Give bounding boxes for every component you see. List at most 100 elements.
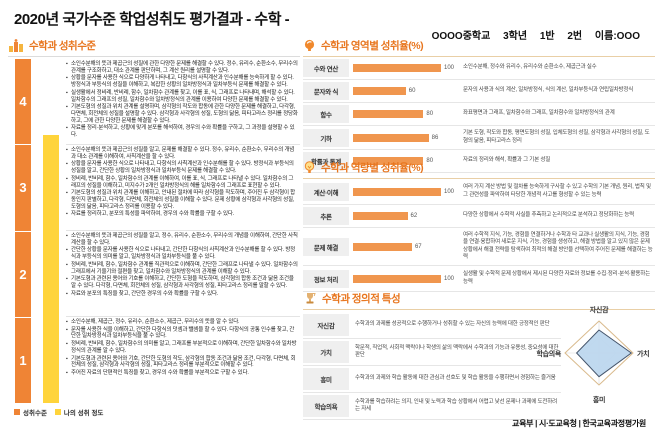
domain-row: 문자와 식 60 문자의 사용과 식의 계산, 일차방정식, 식의 계산, 일차… [303, 80, 655, 103]
level-point: 소인수분해의 뜻과 제곱근의 성질을 알고, 문제를 해결할 수 있다. 정수,… [66, 147, 298, 160]
radar-data-polygon [575, 329, 633, 378]
level-point: 상황을 문자를 사용한 식으로 나타내고, 다항식의 사칙계산과 인수분해를 할… [66, 161, 298, 174]
level-point: 정비례, 반비례, 함수, 일차함수 관계를 직관적으로 이해하며, 간단한 그… [66, 262, 298, 275]
level-point: 자료를 정리하고, 분포의 특성을 파악하여, 경우의 수와 확률을 구할 수 … [66, 211, 298, 218]
bar-value: 67 [414, 243, 422, 250]
bar [353, 187, 441, 196]
affective-row: 학습의욕 수학과를 학습하려는 의지, 인내 및 노력과 학습 상황에서 어렵고… [303, 393, 561, 420]
student-info: OOOO중학교 3학년 1반 2번 이름:OOO [432, 27, 640, 42]
row-description: 문자의 사용과 식의 계산, 일차방정식, 식의 계산, 일차부등식과 연립일차… [463, 87, 634, 94]
student-grade: 3학년 [503, 31, 528, 42]
yellow-swatch-icon [54, 409, 61, 415]
competency-section-title: 수학과 역량별 성취율(%) [321, 162, 424, 174]
level-point: 소인수분해의 뜻과 제곱근의 성질에 관한 다양한 문제를 해결할 수 있다. … [66, 61, 298, 74]
bar [353, 212, 408, 220]
competency-row: 문제 해결 67 여러 수학적 지식, 기능, 경험을 연결하거나 수학과 타 … [303, 228, 655, 266]
level-point: 정비례, 반비례, 함수, 일차함수의 의미를 알고, 그래프를 부분적으로 이… [66, 341, 298, 354]
radar-svg [564, 320, 634, 386]
lightbulb-icon [303, 161, 316, 174]
bar [353, 242, 412, 251]
level-point: 소인수분해, 제곱근, 정수, 유리수, 순환소수, 제곱근, 무리수의 뜻을 … [66, 319, 298, 326]
level-point: 소인수분해의 뜻과 제곱근의 성질을 알고, 정수, 유리수, 순환소수, 무리… [66, 233, 298, 246]
level-2-segment: 2 [15, 230, 31, 317]
level-point: 기본도형과 관련된 용어와 기호를 이해하고, 간단한 도형을 작도하며, 삼각… [66, 276, 298, 289]
radar-axis-label: 학습의욕 [536, 351, 561, 358]
domain-row: 확률과 통계 80 자료의 정리와 해석, 확률과 그 기본 성질 [303, 150, 655, 173]
level-point: 상황을 문자를 사용한 식으로 다양하게 나타내고, 다항식의 사칙계산과 인수… [66, 75, 298, 88]
level-point: 간단한 상황을 문자를 사용한 식으로 나타내고, 간단한 다항식의 사칙계산과… [66, 247, 298, 260]
achievement-panel-title: 수학과 성취수준 [29, 40, 96, 52]
row-label: 자신감 [303, 314, 349, 336]
row-description: 소인수분해, 정수와 유리수, 유리수와 순환소수, 제곱근과 실수 [463, 64, 597, 71]
affective-radar-chart: 자신감 가치 흥미 학습의욕 [536, 303, 655, 409]
row-description: 다양한 상황에서 수학적 사실을 추측하고 논리적으로 분석하고 정당화하는 능… [463, 212, 635, 219]
achievement-level-bar: 4 3 2 1 [15, 59, 31, 403]
legend: 성취수준 나의 성취 정도 [14, 407, 103, 417]
level-point: 기본도형의 성질과 위치 관계를 이해하고, 안내된 절차에 따라 삼각형을 작… [66, 190, 298, 210]
domain-row: 함수 80 좌표평면과 그래프, 일차함수와 그래프, 일차함수와 일차방정식의… [303, 103, 655, 126]
right-column: 수학과 영역별 성취율(%) 수와 연산 100 소인수분해, 정수와 유리수,… [303, 38, 655, 420]
row-description: 여러 가지 계산 방법 및 절차를 능숙하게 구사할 수 있고 수학의 기본 개… [463, 184, 651, 198]
row-description: 기본 도형, 작도와 합동, 평면도형의 성질, 입체도형의 성질, 삼각형과 … [463, 130, 650, 144]
bar-value: 100 [444, 188, 455, 195]
radar-axis-label: 흥미 [592, 397, 606, 404]
row-description: 자료의 정리와 해석, 확률과 그 기본 성질 [463, 157, 551, 164]
level-point: 문자를 사용한 식을 이해하고, 간단한 다항식의 덧셈과 뺄셈을 할 수 있다… [66, 327, 298, 340]
bar [353, 157, 424, 165]
level-point: 주어진 자료의 단편적인 특징을 찾고, 경우의 수와 확률을 부분적으로 구할… [66, 370, 298, 377]
domain-achievement-section: 수학과 영역별 성취율(%) 수와 연산 100 소인수분해, 정수와 유리수,… [303, 38, 655, 173]
row-description: 수학과의 과제를 성공적으로 수행하거나 성취할 수 있는 자신의 능력에 대한… [355, 321, 550, 328]
student-class: 1반 [539, 31, 555, 42]
level-4-description-block: 소인수분해의 뜻과 제곱근의 성질에 관한 다양한 문제를 해결할 수 있다. … [66, 59, 300, 145]
level-point: 기본도형과 관련된 용어와 기호, 간단한 도형의 작도, 삼각형의 합동 조건… [66, 356, 298, 369]
bar-value: 62 [410, 213, 418, 219]
orange-swatch-icon [14, 409, 20, 415]
row-label: 문자와 식 [303, 82, 349, 100]
level-point: 정비례, 반비례, 함수, 일차함수의 관계를 이해하여, 이를 표, 식, 그… [66, 176, 298, 189]
level-point: 자료를 정리·분석하고, 상황에 맞게 분포를 해석하여, 경우의 수와 확률을… [66, 125, 298, 138]
legend-achievement-level: 성취수준 [14, 407, 47, 417]
row-label: 추론 [303, 207, 349, 225]
student-number: 2번 [567, 31, 583, 42]
level-3-segment: 3 [15, 144, 31, 231]
legend-label: 나의 성취 정도 [63, 410, 104, 417]
affective-row: 가치 학문적, 직업적, 사회적 맥락이나 학생의 삶의 맥락에서 수학과의 기… [303, 339, 561, 366]
row-label: 문제 해결 [303, 237, 349, 256]
level-point: 자료와 분포의 특징을 찾고, 간단한 경우의 수와 확률을 구할 수 있다. [66, 291, 298, 298]
level-1-description-block: 소인수분해, 제곱근, 정수, 유리수, 순환소수, 제곱근, 무리수의 뜻을 … [66, 317, 300, 403]
row-label: 확률과 통계 [303, 152, 349, 170]
bar [353, 87, 406, 95]
row-description: 학문적, 직업적, 사회적 맥락이나 학생의 삶의 맥락에서 수학과의 기능과 … [355, 344, 559, 358]
domain-section-title: 수학과 영역별 성취율(%) [321, 40, 424, 52]
page-title: 2020년 국가수준 학업성취도 평가결과 - 수학 - [14, 11, 290, 28]
row-label: 학습의욕 [303, 395, 349, 417]
level-descriptions: 소인수분해의 뜻과 제곱근의 성질에 관한 다양한 문제를 해결할 수 있다. … [66, 59, 300, 403]
row-description: 수학과를 학습하려는 의지, 인내 및 노력과 학습 상황에서 어렵고 낯선 문… [355, 398, 557, 412]
bar [353, 274, 441, 283]
row-label: 정보 처리 [303, 269, 349, 288]
radar-axis-label: 자신감 [589, 307, 609, 314]
competency-achievement-section: 수학과 역량별 성취율(%) 계산·이해 100 여러 가지 계산 방법 및 절… [303, 160, 655, 292]
row-label: 가치 [303, 341, 349, 363]
my-achievement-bar [43, 135, 59, 403]
affective-section-title: 수학과 정의적 특성 [322, 293, 401, 305]
row-label: 함수 [303, 105, 349, 123]
level-point: 기본도형의 성질과 위치 관계를 설명하며, 삼각형의 작도와 합동에 관한 다… [66, 104, 298, 124]
affective-section: 수학과 정의적 특성 자신감 수학과의 과제를 성공적으로 수행하거나 성취할 … [303, 291, 655, 420]
domain-row: 기하 86 기본 도형, 작도와 합동, 평면도형의 성질, 입체도형의 성질,… [303, 126, 655, 150]
row-description: 여러 수학적 지식, 기능, 경험을 연결하거나 수학과 타 교과나 실생활의 … [463, 232, 653, 260]
bar [353, 110, 424, 118]
legend-label: 성취수준 [23, 410, 47, 417]
footer-agencies: 교육부 | 시·도교육청 | 한국교육과정평가원 [512, 419, 646, 428]
bar-value: 60 [408, 88, 416, 94]
domain-row: 수와 연산 100 소인수분해, 정수와 유리수, 유리수와 순환소수, 제곱근… [303, 57, 655, 80]
competency-row: 추론 62 다양한 상황에서 수학적 사실을 추측하고 논리적으로 분석하고 정… [303, 205, 655, 228]
podium-chart-icon [8, 38, 24, 53]
student-school: OOOO중학교 [431, 31, 491, 42]
levels-area: 4 3 2 1 소인수분해의 뜻과 제곱근의 성질에 관한 다양한 문제를 해결… [8, 59, 300, 403]
bar [353, 133, 429, 142]
level-2-description-block: 소인수분해의 뜻과 제곱근의 성질을 알고, 정수, 유리수, 순환소수, 무리… [66, 231, 300, 317]
bar-value: 80 [426, 111, 434, 117]
row-label: 계산·이해 [303, 182, 349, 201]
bar-value: 100 [444, 65, 455, 71]
